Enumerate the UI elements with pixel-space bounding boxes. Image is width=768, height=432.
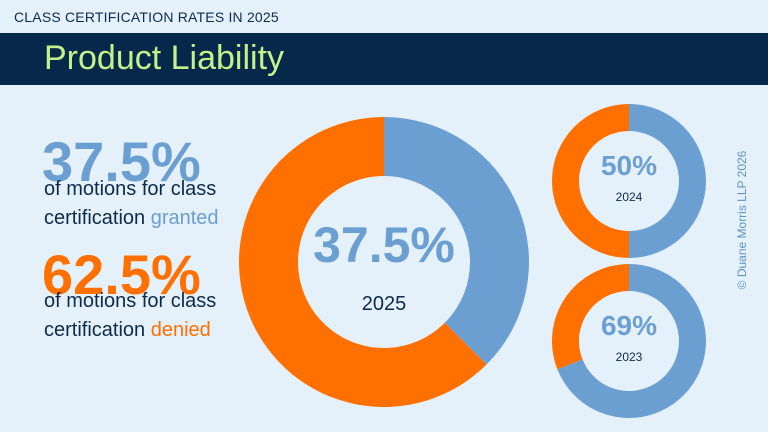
granted-line1: of motions for class [44,178,217,200]
donut-2023-year-label: 2023 [616,350,643,364]
denied-line2-prefix: certification [44,319,151,341]
granted-line2-prefix: certification [44,207,151,229]
donut-2024-year-label: 2024 [616,190,643,204]
donut-2025-denied-slice [238,117,487,408]
granted-emphasis: granted [150,207,219,229]
donut-2024-center-label: 50% [601,150,657,181]
donut-2023-denied-slice [552,264,629,370]
donut-2025-year-label: 2025 [362,293,407,315]
granted-percentage: 37.5% [42,130,201,193]
denied-description: of motions for class certification denie… [44,287,216,345]
chart-kicker: CLASS CERTIFICATION RATES IN 2025 [14,9,279,25]
denied-percentage: 62.5% [42,243,201,306]
denied-emphasis: denied [150,319,211,341]
granted-description: of motions for class certification grant… [44,175,219,233]
donut-2023-center-label: 69% [601,310,657,341]
donut-2024-granted-slice [629,104,706,258]
page-title: Product Liability [44,39,285,77]
donut-2023-granted-slice [557,264,706,419]
donut-2024-denied-slice [552,104,629,258]
donut-2025-granted-slice [384,117,529,365]
donut-2025-center-label: 37.5% [313,217,455,273]
copyright-notice: © Duane Morris LLP 2026 [735,150,749,290]
denied-line1: of motions for class [44,290,217,312]
title-banner: Product Liability [0,33,768,85]
